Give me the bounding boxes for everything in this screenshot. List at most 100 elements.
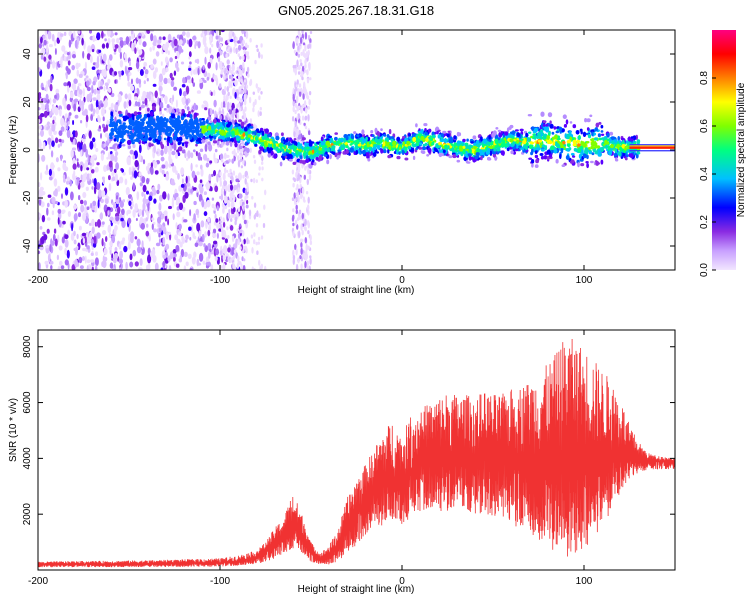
spectral-cell [146, 77, 149, 82]
spectral-cell [110, 102, 114, 110]
spectral-cell [76, 158, 79, 162]
ridge-cell [636, 139, 641, 144]
spectral-cell [301, 186, 305, 195]
spectral-cell [132, 182, 136, 191]
spectral-cell [149, 30, 155, 33]
spectral-cell [304, 31, 308, 40]
spectral-cell [216, 40, 220, 49]
spectral-cell [240, 263, 243, 270]
spectral-cell [219, 62, 223, 67]
spectral-cell [239, 199, 243, 206]
ridge-cell [367, 157, 371, 162]
spectral-cell [50, 134, 54, 143]
spectral-cell [129, 149, 134, 155]
ridge-cell [152, 105, 156, 111]
spectral-cell [41, 103, 46, 111]
ridge-cell [185, 124, 189, 129]
spectral-cell [146, 223, 149, 228]
spectral-cell [95, 106, 100, 115]
spectral-cell [228, 158, 231, 163]
ridge-cell [527, 114, 533, 117]
spectral-cell [214, 213, 217, 220]
spectral-cell [113, 51, 117, 55]
spectral-cell [152, 255, 157, 263]
spectral-cell [185, 261, 189, 267]
spectral-cell [61, 45, 66, 52]
spectral-cell [237, 187, 240, 193]
ridge-cell [565, 119, 569, 125]
spectral-cell [50, 265, 53, 270]
spectral-cell [144, 97, 148, 106]
spectral-cell [292, 231, 295, 237]
spectral-cell [243, 79, 247, 83]
ridge-cell [608, 150, 613, 156]
ridge-cell [376, 144, 381, 150]
spectral-cell [103, 85, 106, 92]
spectral-cell [105, 145, 109, 151]
spectrogram-x-label: Height of straight line (km) [298, 285, 415, 296]
spectral-cell [298, 230, 301, 239]
ridge-cell [176, 108, 180, 113]
spectral-cell [231, 175, 234, 183]
spectral-cell [235, 36, 238, 42]
ridge-cell [127, 134, 130, 137]
y-tick-label: 6000 [22, 391, 33, 414]
spectral-cell [52, 60, 56, 69]
ridge-cell [295, 150, 299, 155]
spectral-cell [229, 173, 232, 177]
ridge-cell [261, 130, 265, 136]
spectral-cell [173, 70, 177, 76]
ridge-cell [240, 130, 244, 134]
spectral-cell [78, 212, 81, 218]
spectral-cell [189, 209, 192, 217]
ridge-cell [212, 140, 218, 144]
spectral-cell [38, 182, 41, 188]
spectral-cell [170, 77, 175, 81]
ridge-cell [195, 104, 199, 111]
y-tick-label: -20 [22, 190, 33, 205]
spectral-cell [220, 193, 224, 201]
spectral-cell [250, 178, 253, 183]
spectral-cell [106, 156, 109, 160]
spectral-cell [198, 241, 203, 247]
spectral-cell [72, 163, 77, 170]
spectral-cell [114, 79, 117, 84]
spectral-cell [69, 179, 72, 187]
spectral-cell [299, 184, 302, 189]
spectral-cell [237, 40, 241, 44]
spectral-cell [167, 218, 170, 226]
ridge-cell [488, 146, 492, 149]
spectral-cell [48, 176, 53, 181]
spectral-cell [220, 70, 223, 75]
spectral-cell [249, 38, 252, 43]
ridge-cell [429, 137, 434, 142]
spectral-cell [40, 54, 44, 60]
ridge-cell [110, 111, 114, 117]
spectral-cell [237, 255, 240, 263]
spectral-cell [55, 88, 60, 94]
ridge-cell [506, 141, 510, 147]
ridge-cell [580, 163, 585, 167]
spectral-cell [54, 137, 59, 144]
ridge-cell [586, 162, 589, 169]
spectral-cell [112, 176, 116, 182]
spectral-cell [95, 264, 98, 270]
spectral-cell [173, 143, 177, 151]
spectral-cell [64, 239, 69, 248]
spectral-cell [225, 75, 228, 79]
ridge-cell [559, 153, 562, 160]
ridge-cell [424, 142, 428, 146]
spectral-cell [42, 141, 46, 150]
spectral-cell [156, 189, 160, 195]
spectral-cell [292, 249, 295, 257]
spectral-cell [82, 237, 86, 244]
spectral-cell [202, 260, 206, 265]
spectral-cell [119, 37, 123, 41]
ridge-cell [243, 147, 248, 152]
spectral-cell [245, 42, 248, 48]
spectral-cell [206, 199, 211, 208]
spectral-cell [71, 222, 74, 232]
spectral-cell [66, 52, 70, 56]
spectral-cell [80, 165, 83, 172]
spectral-cell [128, 61, 132, 66]
